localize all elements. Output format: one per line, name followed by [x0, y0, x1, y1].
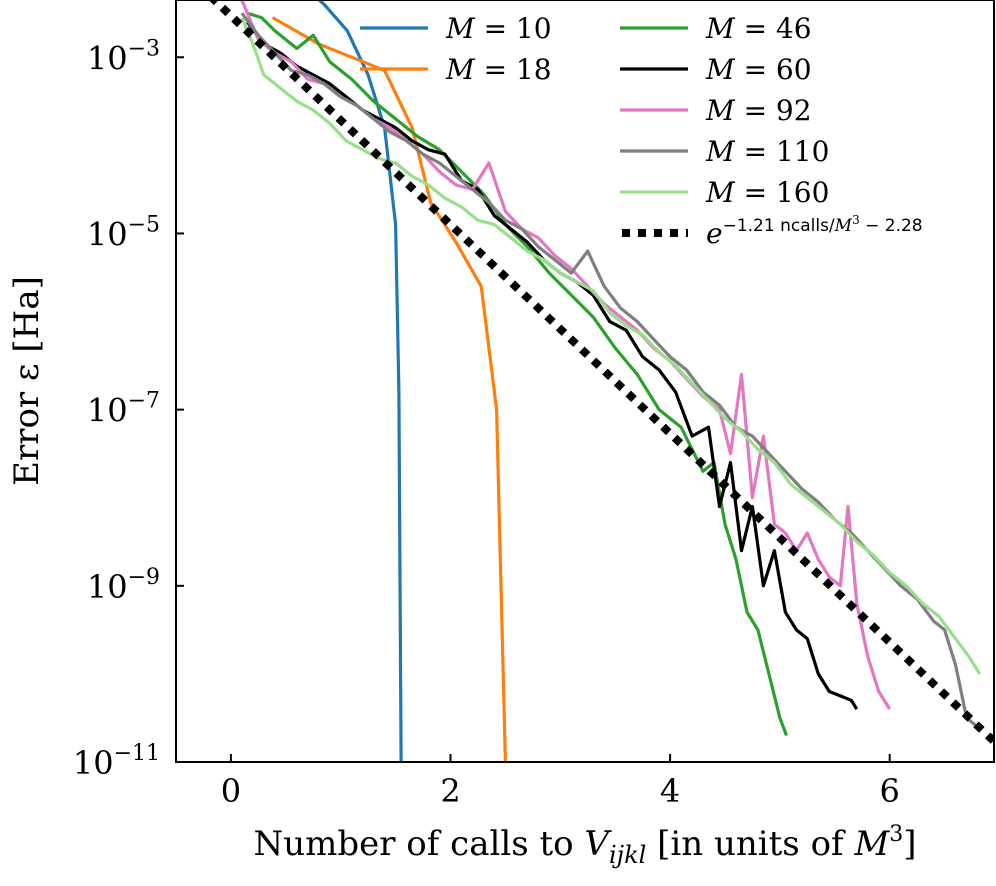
series-line-m-46	[246, 11, 788, 737]
legend-label: M = 60	[705, 53, 812, 86]
series-line-m-18	[271, 16, 507, 762]
legend-entry-m-92: M = 92	[620, 94, 812, 127]
x-tick-label: 0	[221, 772, 241, 810]
legend-entry-m-110: M = 110	[620, 135, 829, 168]
legend-label: e−1.21 ncalls/M3 − 2.28	[706, 213, 923, 250]
y-tick-label: 10−9	[87, 565, 160, 606]
y-tick-label: 10−5	[87, 212, 160, 253]
legend-entry-m-60: M = 60	[620, 53, 812, 86]
legend-entry-fit: e−1.21 ncalls/M3 − 2.28	[622, 213, 923, 250]
x-tick-label: 6	[880, 772, 900, 810]
y-tick-label: 10−11	[73, 741, 160, 782]
plot-frame	[175, 0, 995, 763]
series-line-m-160	[240, 16, 982, 675]
legend-entry-m-10: M = 10	[360, 12, 552, 45]
legend-label: M = 92	[705, 94, 812, 127]
x-tick-label: 4	[660, 772, 680, 810]
legend-label: M = 46	[705, 12, 812, 45]
legend-label: M = 18	[445, 53, 552, 86]
x-axis-label: Number of calls to Vijkl [in units of M3…	[253, 822, 916, 869]
legend-entry-m-46: M = 46	[620, 12, 812, 45]
series-line-fit	[208, 0, 994, 745]
y-tick-label: 10−3	[87, 36, 160, 77]
y-tick-label: 10−7	[87, 389, 160, 430]
legend-label: M = 10	[445, 12, 552, 45]
x-tick-label: 2	[440, 772, 460, 810]
series-line-m-10	[316, 0, 403, 762]
legend-label: M = 110	[705, 135, 829, 168]
legend-entry-m-18: M = 18	[360, 53, 552, 86]
legend-label: M = 160	[705, 176, 829, 209]
legend-entry-m-160: M = 160	[620, 176, 829, 209]
y-axis-label: Error ε [Ha]	[7, 276, 47, 486]
